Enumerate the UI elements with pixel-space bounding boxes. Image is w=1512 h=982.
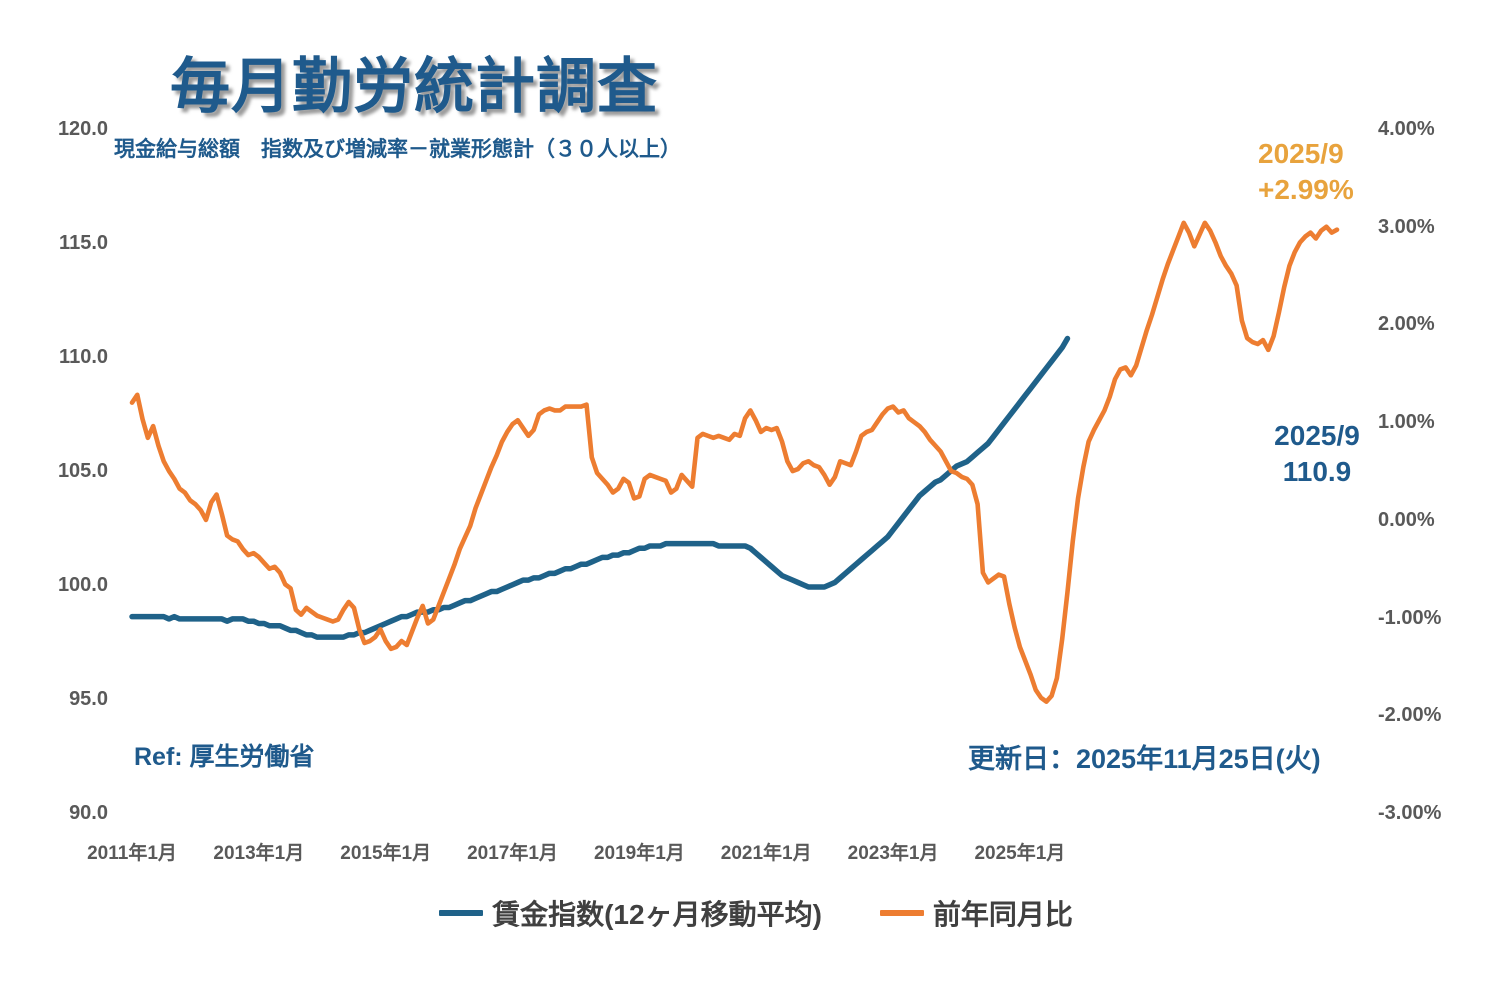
series-line-yoy-change — [129, 220, 1340, 704]
x-axis-tick-0: 2011年1月 — [87, 843, 177, 864]
left-axis-tick-6: 90.0 — [69, 802, 108, 824]
annotation-index-latest: 2025/9 110.9 — [1252, 418, 1382, 489]
right-axis-tick-5: -1.00% — [1378, 606, 1442, 629]
x-axis-tick-3: 2017年1月 — [467, 843, 558, 864]
right-axis-tick-1: 3.00% — [1378, 215, 1435, 238]
legend-item-1[interactable]: 前年同月比 — [879, 893, 1073, 933]
right-axis-tick-0: 4.00% — [1378, 118, 1435, 140]
x-axis-tick-1: 2013年1月 — [213, 843, 305, 864]
right-axis-tick-7: -3.00% — [1378, 802, 1442, 824]
chart-legend: 賃金指数(12ヶ月移動平均) 前年同月比 — [0, 893, 1512, 933]
legend-line-icon — [879, 910, 924, 916]
left-axis-tick-3: 105.0 — [57, 460, 108, 482]
right-axis-tick-2: 2.00% — [1378, 313, 1435, 336]
legend-item-0[interactable]: 賃金指数(12ヶ月移動平均) — [439, 893, 822, 933]
series-line-wage-index — [129, 335, 1071, 640]
annotation-index-date: 2025/9 — [1274, 420, 1360, 451]
annotation-yoy-date: 2025/9 — [1258, 138, 1344, 169]
annotation-yoy-latest: 2025/9 +2.99% — [1258, 136, 1354, 207]
x-axis-tick-4: 2019年1月 — [593, 843, 685, 864]
x-axis-tick-6: 2023年1月 — [847, 843, 939, 864]
left-axis-tick-1: 115.0 — [59, 232, 108, 254]
legend-label: 前年同月比 — [932, 899, 1073, 930]
right-axis-tick-6: -2.00% — [1378, 704, 1442, 727]
x-axis-tick-2: 2015年1月 — [340, 843, 432, 864]
page-subtitle: 現金給与総額 指数及び増減率－就業形態計（３０人以上） — [114, 138, 681, 161]
left-axis-tick-2: 110.0 — [59, 346, 108, 368]
legend-label: 賃金指数(12ヶ月移動平均) — [492, 899, 822, 930]
right-axis-tick-3: 1.00% — [1378, 411, 1435, 434]
reference-note: Ref: 厚生労働省 — [134, 743, 315, 771]
page-title: 毎月勤労統計調査 — [170, 53, 658, 120]
annotation-yoy-value: +2.99% — [1258, 173, 1354, 205]
annotation-index-value: 110.9 — [1282, 455, 1352, 487]
left-axis-tick-0: 120.0 — [57, 118, 108, 140]
x-axis-tick-7: 2025年1月 — [974, 843, 1066, 864]
legend-line-icon — [439, 910, 484, 916]
x-axis-tick-5: 2021年1月 — [720, 843, 812, 864]
right-axis-tick-4: 0.00% — [1378, 508, 1435, 531]
left-axis-tick-5: 95.0 — [69, 688, 108, 710]
left-axis-tick-4: 100.0 — [57, 574, 108, 596]
update-date-note: 更新日：2025年11月25日(火) — [968, 744, 1321, 774]
